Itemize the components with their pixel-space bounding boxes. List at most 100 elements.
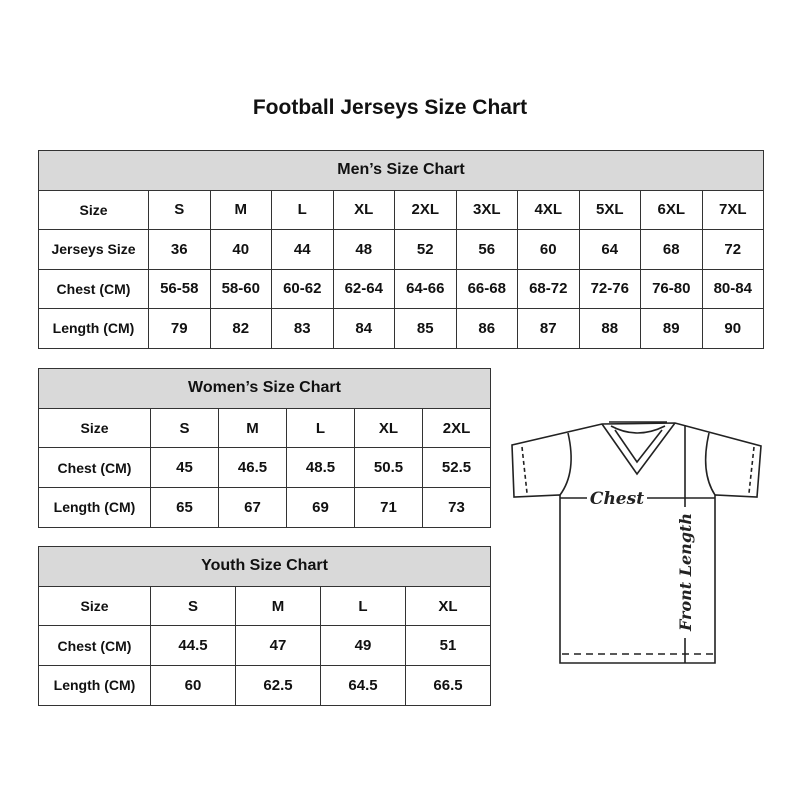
table-cell: 68-72 bbox=[517, 268, 580, 309]
table-cell: 90 bbox=[701, 308, 764, 349]
table-cell: 65 bbox=[150, 487, 219, 528]
jersey-measurement-diagram: Chest Front Length bbox=[511, 421, 762, 664]
table-cell: L bbox=[286, 407, 355, 449]
youth-size-table: Youth Size Chart Size S M L XL Chest (CM) 44.5 4… bbox=[38, 546, 491, 706]
table-cell: 88 bbox=[578, 308, 641, 349]
table-cell: M bbox=[209, 189, 272, 230]
chest-label: Chest bbox=[590, 489, 644, 509]
table-row: Chest (CM) 56-58 58-60 60-62 62-64 64-66 66-68… bbox=[38, 268, 764, 309]
table-cell: 68 bbox=[640, 229, 703, 270]
row-label: Chest (CM) bbox=[38, 625, 151, 667]
table-cell: 50.5 bbox=[354, 447, 423, 489]
table-cell: 83 bbox=[271, 308, 334, 349]
table-cell: 60 bbox=[150, 665, 236, 706]
table-cell: 47 bbox=[235, 625, 321, 667]
row-label: Size bbox=[38, 585, 151, 627]
table-cell: 52.5 bbox=[422, 447, 491, 489]
table-cell: 64.5 bbox=[320, 665, 406, 706]
table-cell: 51 bbox=[405, 625, 491, 667]
left-sleeve-seam bbox=[559, 432, 572, 496]
table-cell: 71 bbox=[354, 487, 423, 528]
table-cell: 44.5 bbox=[150, 625, 236, 667]
table-cell: 64-66 bbox=[394, 268, 457, 309]
row-label: Length (CM) bbox=[38, 308, 149, 349]
table-row: Size S M L XL 2XL bbox=[38, 407, 491, 449]
table-cell: L bbox=[320, 585, 406, 627]
row-label: Chest (CM) bbox=[38, 268, 149, 309]
table-cell: 52 bbox=[394, 229, 457, 270]
table-cell: 40 bbox=[209, 229, 272, 270]
table-cell: 46.5 bbox=[218, 447, 287, 489]
table-cell: 5XL bbox=[578, 189, 641, 230]
table-cell: 85 bbox=[394, 308, 457, 349]
table-cell: 72-76 bbox=[578, 268, 641, 309]
row-label: Length (CM) bbox=[38, 487, 151, 528]
table-cell: XL bbox=[405, 585, 491, 627]
table-cell: M bbox=[218, 407, 287, 449]
table-cell: S bbox=[148, 189, 211, 230]
table-cell: 62-64 bbox=[332, 268, 395, 309]
table-cell: L bbox=[271, 189, 334, 230]
jersey-collar-inner bbox=[609, 421, 667, 464]
table-cell: 89 bbox=[640, 308, 703, 349]
table-cell: 48 bbox=[332, 229, 395, 270]
table-row: Length (CM) 60 62.5 64.5 66.5 bbox=[38, 665, 491, 706]
table-cell: 87 bbox=[517, 308, 580, 349]
table-cell: 80-84 bbox=[701, 268, 764, 309]
table-cell: 82 bbox=[209, 308, 272, 349]
table-cell: 2XL bbox=[422, 407, 491, 449]
table-cell: 36 bbox=[148, 229, 211, 270]
table-cell: 60-62 bbox=[271, 268, 334, 309]
womens-size-table: Women’s Size Chart Size S M L XL 2XL Chest (CM)… bbox=[38, 368, 491, 528]
table-cell: 58-60 bbox=[209, 268, 272, 309]
table-cell: 84 bbox=[332, 308, 395, 349]
table-cell: 86 bbox=[455, 308, 518, 349]
row-label: Chest (CM) bbox=[38, 447, 151, 489]
table-cell: 66.5 bbox=[405, 665, 491, 706]
table-cell: 79 bbox=[148, 308, 211, 349]
table-cell: S bbox=[150, 407, 219, 449]
mens-size-table: Men’s Size Chart Size S M L XL 2XL 3XL 4XL 5XL 6XL… bbox=[38, 150, 764, 349]
table-cell: M bbox=[235, 585, 321, 627]
table-cell: 3XL bbox=[455, 189, 518, 230]
table-cell: 72 bbox=[701, 229, 764, 270]
table-heading: Men’s Size Chart bbox=[38, 150, 764, 191]
table-cell: 7XL bbox=[701, 189, 764, 230]
row-label: Size bbox=[38, 407, 151, 449]
right-sleeve-seam bbox=[704, 432, 716, 496]
table-cell: 48.5 bbox=[286, 447, 355, 489]
row-label: Size bbox=[38, 189, 149, 230]
table-cell: 62.5 bbox=[235, 665, 321, 706]
table-cell: 56-58 bbox=[148, 268, 211, 309]
page-title: Football Jerseys Size Chart bbox=[252, 96, 528, 119]
table-cell: 2XL bbox=[394, 189, 457, 230]
table-cell: XL bbox=[354, 407, 423, 449]
row-label: Length (CM) bbox=[38, 665, 151, 706]
table-cell: 4XL bbox=[517, 189, 580, 230]
table-cell: 66-68 bbox=[455, 268, 518, 309]
table-cell: 45 bbox=[150, 447, 219, 489]
table-row: Chest (CM) 44.5 47 49 51 bbox=[38, 625, 491, 667]
row-label: Jerseys Size bbox=[38, 229, 149, 270]
table-cell: 64 bbox=[578, 229, 641, 270]
table-cell: 44 bbox=[271, 229, 334, 270]
right-sleeve-hem bbox=[748, 446, 755, 494]
table-cell: 76-80 bbox=[640, 268, 703, 309]
table-row: Size S M L XL bbox=[38, 585, 491, 627]
left-sleeve-hem bbox=[521, 446, 528, 494]
table-cell: S bbox=[150, 585, 236, 627]
table-row: Chest (CM) 45 46.5 48.5 50.5 52.5 bbox=[38, 447, 491, 489]
table-row: Size S M L XL 2XL 3XL 4XL 5XL 6XL 7XL bbox=[38, 189, 764, 230]
table-row: Length (CM) 65 67 69 71 73 bbox=[38, 487, 491, 528]
front-length-label: Front Length bbox=[676, 513, 695, 632]
jersey-outline bbox=[511, 422, 762, 664]
table-cell: 60 bbox=[517, 229, 580, 270]
table-cell: 73 bbox=[422, 487, 491, 528]
table-cell: 49 bbox=[320, 625, 406, 667]
table-cell: XL bbox=[332, 189, 395, 230]
table-heading: Youth Size Chart bbox=[38, 546, 491, 587]
table-heading: Women’s Size Chart bbox=[38, 368, 491, 409]
table-cell: 69 bbox=[286, 487, 355, 528]
jersey-collar-outer bbox=[601, 422, 676, 476]
